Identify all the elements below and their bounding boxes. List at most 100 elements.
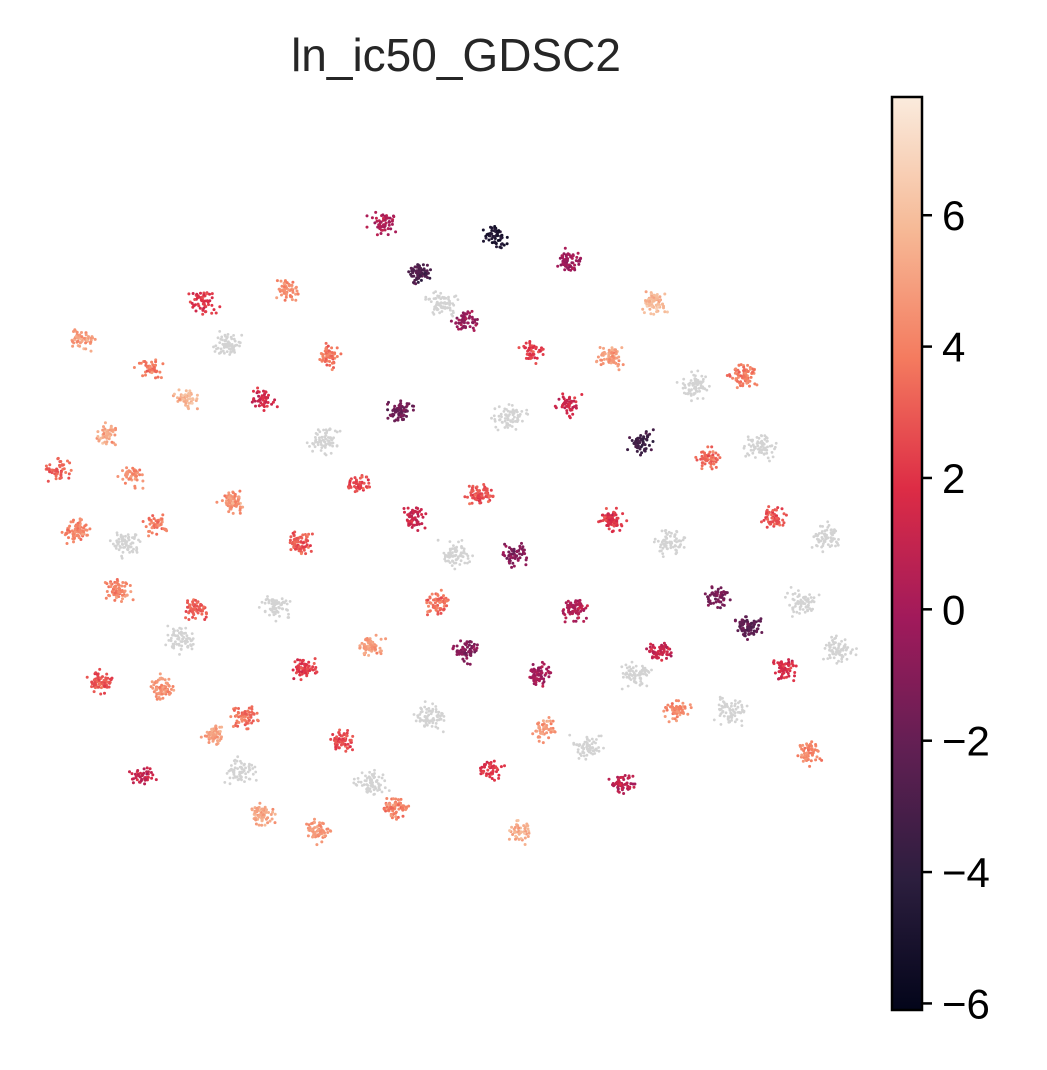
data-point-na [373, 768, 376, 772]
data-point [145, 766, 149, 770]
data-point [559, 263, 563, 267]
data-point [258, 398, 262, 402]
data-point [461, 657, 465, 661]
data-point [207, 736, 211, 740]
data-point [391, 809, 395, 813]
data-point [482, 239, 485, 243]
data-point [331, 733, 335, 736]
data-point [191, 600, 195, 604]
data-point-na [508, 424, 512, 427]
data-point [462, 659, 466, 663]
data-point [262, 393, 266, 397]
data-point-na [687, 389, 691, 393]
data-point-na [429, 712, 433, 716]
data-point [239, 714, 243, 718]
data-point-na [626, 684, 630, 688]
data-point [324, 357, 328, 361]
data-point-na [669, 546, 673, 550]
data-point-na [730, 719, 733, 722]
data-point [617, 778, 620, 782]
data-point-na [423, 714, 427, 718]
data-point [331, 356, 335, 360]
data-point-na [212, 345, 215, 349]
data-point [746, 363, 750, 367]
data-point-na [225, 345, 229, 349]
data-point [252, 389, 255, 393]
data-point [419, 278, 423, 282]
data-point [69, 520, 73, 524]
data-point [743, 371, 747, 375]
data-point [379, 652, 383, 656]
data-point [541, 347, 545, 351]
data-point [744, 615, 748, 619]
data-point-na [687, 382, 691, 386]
data-point [469, 649, 473, 653]
data-point [528, 341, 532, 345]
data-point [187, 407, 190, 411]
data-point [288, 541, 292, 545]
data-point [469, 640, 473, 644]
cluster [132, 358, 165, 380]
data-point-na [827, 641, 831, 645]
data-point [383, 228, 387, 232]
data-point [237, 495, 241, 499]
data-point [514, 834, 518, 838]
data-point [66, 459, 69, 463]
data-point [201, 308, 205, 312]
data-point-na [427, 707, 431, 710]
data-point [568, 603, 572, 606]
data-point [303, 533, 307, 536]
data-point [558, 256, 562, 260]
data-point [362, 652, 366, 655]
cluster [184, 598, 208, 621]
data-point-na [694, 389, 698, 392]
data-point-na [835, 634, 838, 638]
data-point [295, 545, 299, 549]
missing-value-points [108, 290, 858, 796]
data-point [304, 663, 308, 666]
data-point [396, 803, 400, 807]
data-point [121, 469, 124, 473]
data-point-na [324, 431, 327, 435]
data-point-na [368, 776, 372, 780]
data-point [572, 399, 576, 403]
data-point [710, 467, 714, 471]
data-point [652, 299, 656, 303]
data-point-na [753, 446, 756, 450]
data-point [745, 619, 749, 623]
data-point-na [789, 586, 793, 589]
data-point [571, 412, 575, 416]
data-point [781, 518, 785, 522]
data-point-na [223, 351, 226, 355]
data-point-na [666, 547, 669, 551]
gray-cluster [424, 290, 460, 318]
data-point [125, 475, 129, 479]
data-point [303, 669, 306, 673]
cluster [772, 658, 798, 683]
data-point-na [318, 430, 322, 434]
data-point [741, 626, 745, 630]
data-point-na [166, 624, 170, 628]
data-point [669, 651, 673, 655]
data-point [154, 695, 158, 698]
data-point [300, 662, 304, 666]
data-point [467, 316, 471, 320]
data-point-na [734, 702, 737, 706]
data-point [649, 642, 653, 646]
data-point [388, 803, 392, 807]
data-point [626, 784, 630, 788]
data-point [324, 341, 328, 345]
data-point-na [496, 428, 500, 432]
data-point [517, 826, 521, 830]
data-point-na [219, 347, 223, 351]
data-point [172, 392, 176, 396]
data-point-na [459, 559, 463, 563]
data-point [470, 315, 474, 319]
data-point [525, 556, 529, 560]
data-point [607, 527, 611, 531]
data-point-na [457, 540, 460, 544]
data-point [549, 727, 553, 730]
data-point [312, 662, 316, 665]
data-point [128, 470, 132, 474]
data-point-na [816, 537, 819, 541]
